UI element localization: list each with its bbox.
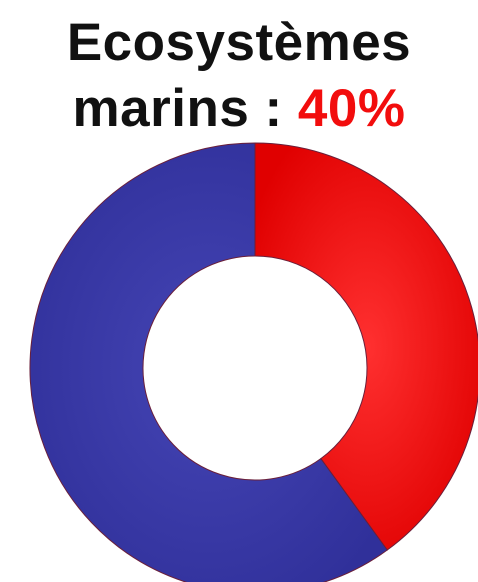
chart-title: Ecosystèmes marins : 40% <box>0 10 478 142</box>
chart-title-text: marins : <box>72 79 298 138</box>
chart-title-line1: Ecosystèmes <box>66 13 412 72</box>
chart-title-line2: marins : 40% <box>0 76 478 142</box>
chart-title-value: 40% <box>297 79 406 138</box>
donut-slice-1 <box>254 142 478 551</box>
donut-slice-2 <box>29 142 388 582</box>
